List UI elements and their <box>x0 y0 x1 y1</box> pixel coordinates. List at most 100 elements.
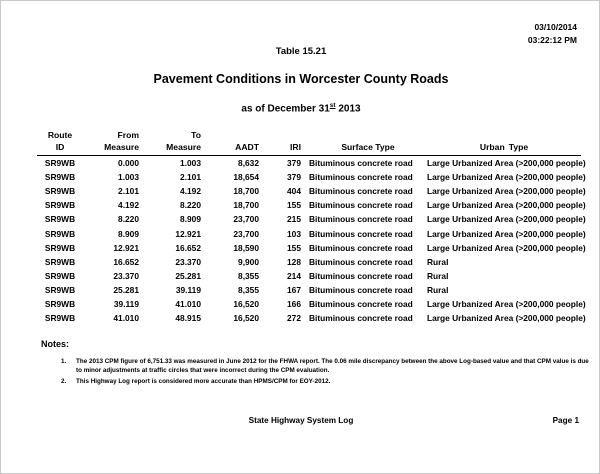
cell-to-measure: 16.652 <box>175 242 201 253</box>
note-number: 2. <box>61 378 67 386</box>
header-urban-word: Urban <box>479 141 505 152</box>
header-from-measure: Measure <box>83 141 145 156</box>
table-row: SR9WB 41.010 48.915 16,520 272 Bituminous con… <box>37 311 586 325</box>
cell-to-measure: 25.281 <box>175 270 201 281</box>
cell-to-measure: 12.921 <box>175 228 201 239</box>
subtitle-suffix: 2013 <box>338 103 361 115</box>
cell-from-measure: 2.101 <box>118 186 139 197</box>
header-surface-type-spacer <box>309 130 427 142</box>
cell-route-id: SR9WB <box>44 313 76 324</box>
cell-route-id: SR9WB <box>44 256 76 267</box>
notes-section: Notes: 1. The 2013 CPM figure of 6,751.33… <box>41 338 589 389</box>
note-number: 1. <box>61 358 67 365</box>
page-title: Pavement Conditions in Worcester County … <box>153 72 449 86</box>
cell-to-measure: 8.220 <box>180 200 201 211</box>
header-iri: IRI <box>265 141 309 156</box>
cell-to-measure: 41.010 <box>175 298 201 309</box>
cell-iri: 128 <box>287 256 301 267</box>
cell-to-measure: 23.370 <box>175 256 201 267</box>
title-block: Table 15.21 Pavement Conditions in Worce… <box>1 45 599 115</box>
cell-surface-type: Bituminous concrete road <box>309 214 413 225</box>
header-surface-type: Surface Type <box>309 141 427 156</box>
cell-surface-type: Bituminous concrete road <box>309 158 413 169</box>
header-route-id-line1: Route <box>47 130 73 140</box>
subtitle-ordinal: st <box>329 102 336 109</box>
table-header-row-2: ID Measure Measure AADT IRI Surface Type… <box>37 141 581 156</box>
cell-urban-type: Large Urbanized Area (>200,000 people) <box>427 158 586 169</box>
cell-aadt: 18,654 <box>233 172 259 183</box>
cell-aadt: 8,355 <box>238 270 259 281</box>
header-iri-spacer <box>265 130 309 142</box>
note-item: 2. This Highway Log report is considered … <box>41 377 589 386</box>
cell-to-measure: 48.915 <box>175 313 201 324</box>
cell-iri: 379 <box>287 158 301 169</box>
cell-route-id: SR9WB <box>44 284 76 295</box>
header-urban-type: Urban Type <box>427 141 581 156</box>
header-type-word: Type <box>508 141 529 152</box>
header-route-id: ID <box>37 141 83 156</box>
cell-urban-type: Rural <box>427 270 449 281</box>
cell-iri: 103 <box>287 228 301 239</box>
table-row: SR9WB 1.003 2.101 18,654 379 Bituminous concr… <box>37 170 586 184</box>
table-row: SR9WB 2.101 4.192 18,700 404 Bituminous concr… <box>37 184 586 198</box>
cell-aadt: 18,590 <box>233 242 259 253</box>
cell-urban-type: Rural <box>427 284 449 295</box>
cell-from-measure: 4.192 <box>118 200 139 211</box>
table-body: SR9WB 0.000 1.003 8,632 379 Bituminous concre… <box>37 156 586 326</box>
cell-urban-type: Large Urbanized Area (>200,000 people) <box>427 228 586 239</box>
cell-urban-type: Large Urbanized Area (>200,000 people) <box>427 242 586 253</box>
cell-from-measure: 8.220 <box>118 214 139 225</box>
document-datetime: 03/10/2014 03:22:12 PM <box>528 21 577 46</box>
note-text: The 2013 CPM figure of 6,751.33 was meas… <box>76 358 589 375</box>
cell-route-id: SR9WB <box>44 242 76 253</box>
cell-iri: 155 <box>287 200 301 211</box>
cell-aadt: 9,900 <box>238 256 259 267</box>
cell-aadt: 18,700 <box>233 200 259 211</box>
cell-from-measure: 39.119 <box>113 298 139 309</box>
table-row: SR9WB 8.220 8.909 23,700 215 Bituminous concr… <box>37 212 586 226</box>
cell-urban-type: Large Urbanized Area (>200,000 people) <box>427 298 586 309</box>
header-urban-type-spacer <box>427 130 581 142</box>
header-from-measure-line1: From <box>117 130 139 140</box>
header-aadt-spacer <box>207 130 265 142</box>
table-header-row-1: Route From To <box>37 130 581 142</box>
cell-to-measure: 2.101 <box>180 172 201 183</box>
table-row: SR9WB 23.370 25.281 8,355 214 Bituminous conc… <box>37 269 581 283</box>
cell-iri: 272 <box>287 313 301 324</box>
table-row: SR9WB 25.281 39.119 8,355 167 Bituminous conc… <box>37 283 581 297</box>
cell-route-id: SR9WB <box>44 228 76 239</box>
notes-list: 1. The 2013 CPM figure of 6,751.33 was me… <box>41 357 589 387</box>
cell-surface-type: Bituminous concrete road <box>309 313 413 324</box>
cell-from-measure: 41.010 <box>113 313 139 324</box>
cell-route-id: SR9WB <box>44 214 76 225</box>
cell-urban-type: Large Urbanized Area (>200,000 people) <box>427 200 586 211</box>
document-time: 03:22:12 PM <box>527 34 577 45</box>
cell-to-measure: 4.192 <box>180 186 201 197</box>
table-row: SR9WB 39.119 41.010 16,520 166 Bituminous con… <box>37 297 586 311</box>
table-number: Table 15.21 <box>275 46 327 57</box>
cell-surface-type: Bituminous concrete road <box>309 200 413 211</box>
cell-route-id: SR9WB <box>44 200 76 211</box>
header-to-measure: Measure <box>145 141 207 156</box>
cell-surface-type: Bituminous concrete road <box>309 242 413 253</box>
cell-aadt: 23,700 <box>233 214 259 225</box>
cell-route-id: SR9WB <box>44 270 76 281</box>
cell-from-measure: 0.000 <box>118 158 139 169</box>
footer-title: State Highway System Log <box>248 416 354 425</box>
page-number: Page 1 <box>552 416 579 425</box>
cell-iri: 215 <box>287 214 301 225</box>
cell-aadt: 18,700 <box>233 186 259 197</box>
cell-aadt: 23,700 <box>233 228 259 239</box>
notes-label: Notes: <box>41 339 70 349</box>
cell-from-measure: 16.652 <box>113 256 139 267</box>
cell-iri: 214 <box>287 270 301 281</box>
cell-surface-type: Bituminous concrete road <box>309 186 413 197</box>
table-row: SR9WB 0.000 1.003 8,632 379 Bituminous concre… <box>37 156 586 171</box>
cell-urban-type: Rural <box>427 256 449 267</box>
cell-aadt: 8,355 <box>238 284 259 295</box>
cell-iri: 379 <box>287 172 301 183</box>
cell-to-measure: 1.003 <box>180 158 201 169</box>
table-row: SR9WB 12.921 16.652 18,590 155 Bituminous con… <box>37 241 586 255</box>
table-row: SR9WB 16.652 23.370 9,900 128 Bituminous conc… <box>37 255 581 269</box>
